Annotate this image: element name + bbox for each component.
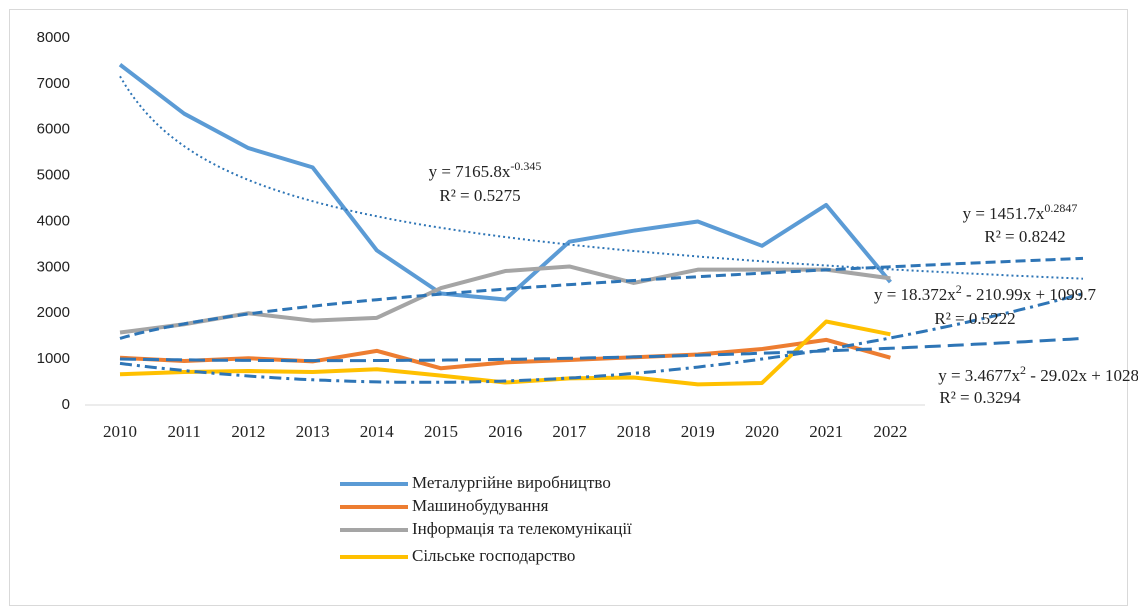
x-tick-label: 2019	[681, 422, 715, 441]
x-tick-label: 2014	[360, 422, 395, 441]
x-tick-label: 2011	[168, 422, 201, 441]
trendline-r2: R² = 0.8242	[984, 227, 1065, 246]
x-tick-label: 2016	[488, 422, 522, 441]
trendline-equation: y = 3.4677x2 - 29.02x + 1028.2	[938, 363, 1138, 385]
y-tick-label: 8000	[37, 29, 70, 46]
trendline	[119, 292, 1084, 384]
equation-text: y = 1451.7x	[963, 204, 1045, 223]
trendline-equation: y = 1451.7x0.2847	[963, 201, 1078, 223]
x-tick-label: 2012	[231, 422, 265, 441]
x-tick-label: 2015	[424, 422, 458, 441]
legend-label: Металургійне виробництво	[412, 473, 611, 492]
equation-text: - 210.99x + 1099.7	[962, 285, 1097, 304]
x-tick-label: 2010	[103, 422, 137, 441]
y-tick-label: 4000	[37, 212, 70, 229]
series-line	[118, 63, 892, 302]
x-tick-label: 2020	[745, 422, 779, 441]
trendline	[119, 75, 1084, 280]
equation-text: - 29.02x + 1028.2	[1026, 366, 1138, 385]
trendline-equation: y = 7165.8x-0.345	[429, 159, 542, 181]
trendline-r2: R² = 0.5275	[439, 186, 520, 205]
y-tick-label: 1000	[37, 350, 70, 367]
legend-label: Машинобудування	[412, 496, 549, 515]
legend-label: Сільське господарство	[412, 546, 575, 565]
x-tick-label: 2021	[809, 422, 843, 441]
y-tick-label: 7000	[37, 75, 70, 92]
trendline-r2: R² = 0.3294	[939, 388, 1021, 407]
x-tick-label: 2013	[296, 422, 330, 441]
chart-border	[9, 9, 1128, 606]
x-tick-label: 2018	[617, 422, 651, 441]
trendline-r2: R² = 0.5222	[934, 309, 1015, 328]
equation-text: y = 3.4677x	[938, 366, 1020, 385]
y-tick-label: 0	[62, 396, 70, 413]
equation-superscript: 2	[1020, 363, 1026, 377]
x-tick-label: 2022	[873, 422, 907, 441]
trendline-equation: y = 18.372x2 - 210.99x + 1099.7	[874, 282, 1097, 304]
y-tick-label: 2000	[37, 304, 70, 321]
series-line	[119, 264, 891, 335]
legend-label: Інформація та телекомунікації	[412, 519, 632, 538]
equation-superscript: -0.345	[510, 159, 541, 173]
series-line	[119, 337, 891, 371]
x-tick-label: 2017	[552, 422, 587, 441]
equation-superscript: 0.2847	[1044, 201, 1077, 215]
y-tick-label: 3000	[37, 258, 70, 275]
equation-text: y = 7165.8x	[429, 162, 511, 181]
series-line	[119, 319, 891, 387]
equation-text: y = 18.372x	[874, 285, 956, 304]
y-tick-label: 6000	[37, 121, 70, 138]
trendline	[119, 256, 1084, 340]
y-tick-label: 5000	[37, 167, 70, 184]
equation-superscript: 2	[956, 282, 962, 296]
